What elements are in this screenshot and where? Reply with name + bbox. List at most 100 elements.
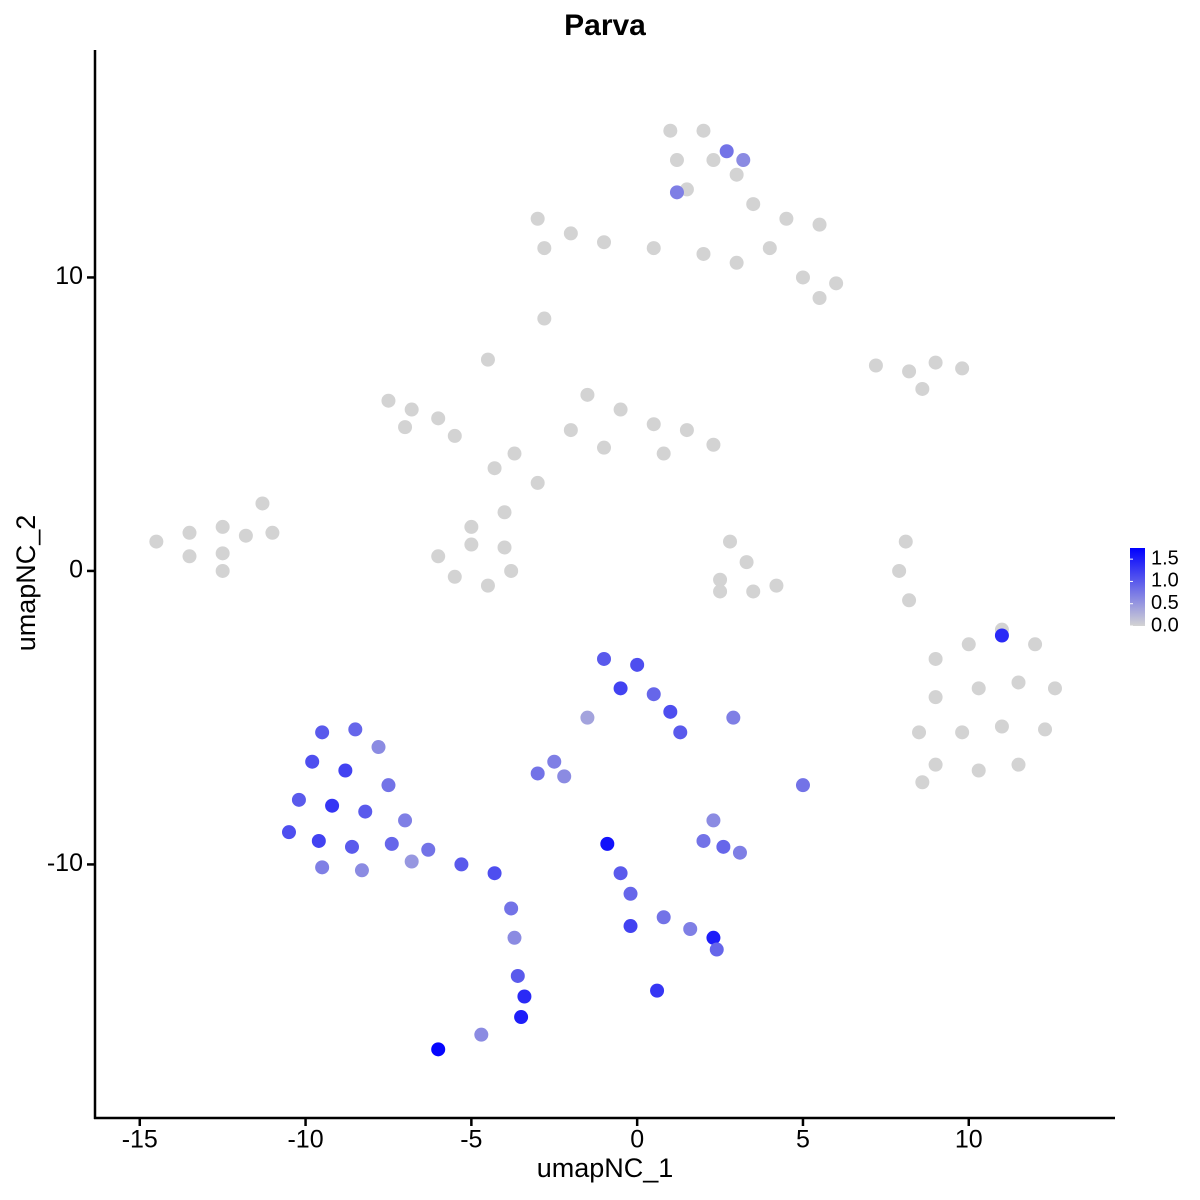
point bbox=[338, 763, 353, 778]
point bbox=[902, 364, 917, 379]
point bbox=[504, 563, 519, 578]
x-tick-label: -15 bbox=[122, 1126, 158, 1154]
point bbox=[706, 153, 721, 168]
point bbox=[736, 153, 751, 168]
point bbox=[381, 778, 396, 793]
point bbox=[497, 540, 512, 555]
point bbox=[994, 628, 1009, 643]
point bbox=[723, 534, 738, 549]
point bbox=[613, 866, 628, 881]
point bbox=[510, 968, 525, 983]
point bbox=[507, 930, 522, 945]
point bbox=[474, 1027, 489, 1042]
point bbox=[915, 381, 930, 396]
x-tick-label: -10 bbox=[287, 1126, 323, 1154]
point bbox=[716, 839, 731, 854]
point bbox=[683, 921, 698, 936]
point bbox=[597, 440, 612, 455]
point bbox=[706, 813, 721, 828]
point bbox=[215, 546, 230, 561]
point bbox=[994, 719, 1009, 734]
point bbox=[354, 863, 369, 878]
point bbox=[912, 725, 927, 740]
point bbox=[291, 792, 306, 807]
point bbox=[265, 525, 280, 540]
point bbox=[898, 534, 913, 549]
point bbox=[623, 919, 638, 934]
point bbox=[713, 584, 728, 599]
point bbox=[669, 153, 684, 168]
point bbox=[480, 352, 495, 367]
point bbox=[1028, 637, 1043, 652]
point bbox=[1038, 722, 1053, 737]
point bbox=[646, 241, 661, 256]
y-tick-label: 0 bbox=[69, 556, 83, 584]
point bbox=[149, 534, 164, 549]
point bbox=[464, 537, 479, 552]
point bbox=[398, 420, 413, 435]
point bbox=[530, 475, 545, 490]
x-tick-label: -5 bbox=[460, 1126, 482, 1154]
point bbox=[1047, 681, 1062, 696]
point bbox=[315, 725, 330, 740]
point bbox=[928, 757, 943, 772]
point bbox=[447, 569, 462, 584]
point bbox=[955, 361, 970, 376]
colorbar-tick-label: 0.5 bbox=[1151, 592, 1179, 614]
point bbox=[729, 255, 744, 270]
point bbox=[713, 572, 728, 587]
point bbox=[497, 505, 512, 520]
point bbox=[1011, 675, 1026, 690]
point bbox=[868, 358, 883, 373]
x-axis-label: umapNC_1 bbox=[537, 1153, 674, 1183]
point bbox=[746, 584, 761, 599]
point bbox=[696, 123, 711, 138]
point bbox=[679, 423, 694, 438]
point bbox=[729, 167, 744, 182]
point bbox=[487, 866, 502, 881]
colorbar bbox=[1130, 548, 1145, 626]
colorbar-tick-label: 1.5 bbox=[1151, 547, 1179, 569]
point bbox=[421, 842, 436, 857]
point bbox=[892, 563, 907, 578]
x-tick-label: 10 bbox=[955, 1126, 983, 1154]
point bbox=[706, 437, 721, 452]
point bbox=[517, 989, 532, 1004]
point bbox=[732, 845, 747, 860]
point bbox=[696, 833, 711, 848]
point bbox=[348, 722, 363, 737]
point bbox=[971, 681, 986, 696]
point bbox=[547, 754, 562, 769]
point bbox=[706, 930, 721, 945]
point bbox=[597, 651, 612, 666]
point bbox=[630, 657, 645, 672]
point bbox=[514, 1010, 529, 1025]
y-tick-label: -10 bbox=[47, 849, 83, 877]
point bbox=[182, 525, 197, 540]
point bbox=[1011, 757, 1026, 772]
point bbox=[646, 417, 661, 432]
colorbar-tick-label: 1.0 bbox=[1151, 570, 1179, 592]
point bbox=[371, 740, 386, 755]
point bbox=[530, 766, 545, 781]
point bbox=[597, 235, 612, 250]
point bbox=[563, 226, 578, 241]
point bbox=[537, 311, 552, 326]
point bbox=[311, 833, 326, 848]
point bbox=[902, 593, 917, 608]
point bbox=[779, 211, 794, 226]
point bbox=[238, 528, 253, 543]
point bbox=[719, 144, 734, 159]
point bbox=[381, 393, 396, 408]
point bbox=[623, 886, 638, 901]
point bbox=[795, 778, 810, 793]
point bbox=[829, 276, 844, 291]
point bbox=[928, 355, 943, 370]
point bbox=[305, 754, 320, 769]
point bbox=[961, 637, 976, 652]
point bbox=[928, 651, 943, 666]
point bbox=[812, 217, 827, 232]
point bbox=[726, 710, 741, 725]
point bbox=[739, 555, 754, 570]
